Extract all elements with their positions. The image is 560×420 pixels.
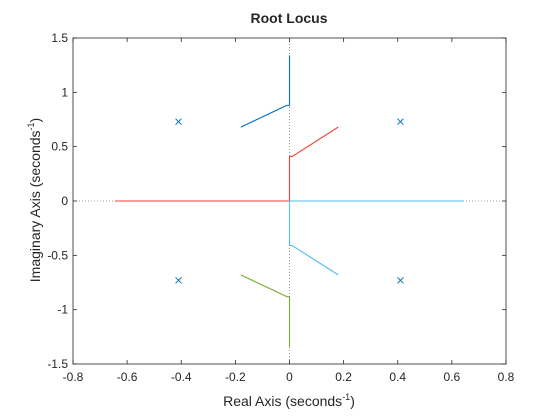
x-tick-label: 0 (286, 370, 293, 384)
y-tick-label: -1.5 (47, 357, 68, 371)
y-tick-label: 1 (61, 85, 68, 99)
locus-branch-cyan[interactable] (288, 200, 465, 276)
x-tick-label: -0.4 (171, 370, 192, 384)
locus-branches (114, 55, 465, 347)
x-tick-label: -0.6 (117, 370, 138, 384)
pole-marker[interactable] (175, 276, 182, 284)
y-tick-label: 1.5 (51, 31, 68, 45)
y-tick-label: 0 (61, 194, 68, 208)
pole-marker[interactable] (397, 276, 404, 284)
y-tick-label: -0.5 (47, 248, 68, 262)
locus-branch-blue[interactable] (240, 55, 291, 128)
locus-branch-green[interactable] (240, 274, 291, 347)
x-tick-label: -0.2 (225, 370, 246, 384)
x-axis-label: Real Axis (seconds-1) (223, 392, 355, 409)
locus-branch-red[interactable] (114, 126, 339, 202)
x-tick-label: 0.4 (389, 370, 406, 384)
pole-marker[interactable] (175, 118, 182, 126)
x-ticks: -0.8 -0.6 -0.4 -0.2 0 0.2 0.4 0.6 0.8 (63, 38, 515, 384)
pole-markers (175, 118, 404, 284)
y-axis-label: Imaginary Axis (seconds-1) (26, 118, 43, 282)
chart-title: Root Locus (251, 10, 328, 26)
x-tick-label: -0.8 (63, 370, 84, 384)
pole-marker[interactable] (397, 118, 404, 126)
y-tick-label: -1 (57, 303, 68, 317)
y-tick-label: 0.5 (51, 140, 68, 154)
x-tick-label: 0.8 (498, 370, 515, 384)
x-tick-label: 0.2 (335, 370, 352, 384)
x-tick-label: 0.6 (444, 370, 461, 384)
y-ticks: -1.5 -1 -0.5 0 0.5 1 1.5 (47, 31, 506, 371)
